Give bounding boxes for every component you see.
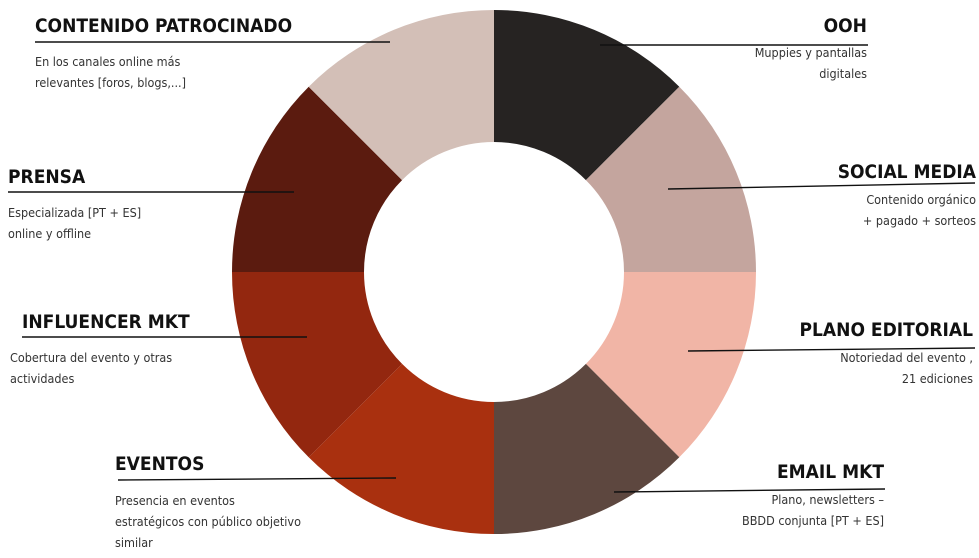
segment-ooh — [494, 9, 680, 181]
segment-eventos — [308, 363, 494, 534]
label-prensa: PRENSA Especializada [PT + ES] online y … — [8, 165, 141, 244]
desc-line: online y offline — [8, 226, 92, 241]
desc-line: Muppies y pantallas — [754, 45, 867, 60]
segment-contenido-patrocinado — [308, 9, 494, 181]
segment-social-media — [585, 86, 756, 272]
desc-line: relevantes [foros, blogs,...] — [35, 75, 187, 90]
label-plano-editorial-desc: Notoriedad del evento , 21 ediciones — [800, 347, 973, 389]
label-prensa-desc: Especializada [PT + ES] online y offline — [8, 202, 141, 244]
label-eventos-title: EVENTOS — [115, 453, 205, 475]
desc-line: Especializada [PT + ES] — [8, 205, 142, 220]
label-ooh-title: OOH — [823, 15, 867, 37]
label-prensa-title: PRENSA — [8, 166, 86, 188]
label-plano-editorial-title: PLANO EDITORIAL — [799, 319, 974, 341]
desc-line: Contenido orgánico — [866, 192, 976, 207]
desc-line: similar — [115, 535, 153, 550]
leader-line-eventos — [117, 477, 397, 481]
leader-line-email-mkt — [613, 488, 886, 493]
label-social-media-title: SOCIAL MEDIA — [837, 161, 976, 183]
label-contenido-patrocinado: CONTENIDO PATROCINADO En los canales onl… — [35, 14, 292, 93]
desc-line: 21 ediciones — [901, 371, 973, 386]
desc-line: actividades — [10, 371, 75, 386]
label-contenido-patrocinado-title: CONTENIDO PATROCINADO — [35, 15, 293, 37]
desc-line: digitales — [819, 66, 867, 81]
label-ooh: OOH Muppies y pantallas digitales — [755, 14, 867, 84]
label-email-mkt: EMAIL MKT Plano, newsletters – BBDD conj… — [742, 460, 884, 531]
label-email-mkt-title: EMAIL MKT — [776, 461, 884, 483]
label-social-media-desc: Contenido orgánico + pagado + sorteos — [838, 189, 976, 231]
desc-line: En los canales online más — [35, 54, 181, 69]
label-ooh-desc: Muppies y pantallas digitales — [755, 42, 867, 84]
desc-line: Notoriedad del evento , — [840, 350, 973, 365]
label-social-media: SOCIAL MEDIA Contenido orgánico + pagado… — [838, 160, 976, 231]
segment-plano-editorial — [585, 272, 756, 458]
desc-line: Cobertura del evento y otras — [10, 350, 173, 365]
desc-line: BBDD conjunta [PT + ES] — [742, 513, 884, 528]
leader-line-social-media — [667, 182, 976, 190]
label-eventos: EVENTOS Presencia en eventos estratégico… — [115, 452, 301, 553]
leader-line-plano-editorial — [687, 347, 976, 352]
label-eventos-desc: Presencia en eventos estratégicos con pú… — [115, 490, 301, 553]
label-influencer-mkt: INFLUENCER MKT Cobertura del evento y ot… — [10, 310, 190, 389]
label-influencer-mkt-title: INFLUENCER MKT — [22, 311, 190, 333]
segment-influencer-mkt — [231, 272, 403, 458]
desc-line: Presencia en eventos — [115, 493, 235, 508]
label-email-mkt-desc: Plano, newsletters – BBDD conjunta [PT +… — [742, 489, 884, 531]
segment-prensa — [231, 86, 403, 272]
label-contenido-patrocinado-desc: En los canales online más relevantes [fo… — [35, 51, 292, 93]
label-influencer-mkt-desc: Cobertura del evento y otras actividades — [10, 347, 178, 389]
desc-line: Plano, newsletters – — [771, 492, 884, 507]
desc-line: + pagado + sorteos — [862, 213, 976, 228]
label-plano-editorial: PLANO EDITORIAL Notoriedad del evento , … — [800, 318, 974, 389]
desc-line: estratégicos con público objetivo — [115, 514, 301, 529]
